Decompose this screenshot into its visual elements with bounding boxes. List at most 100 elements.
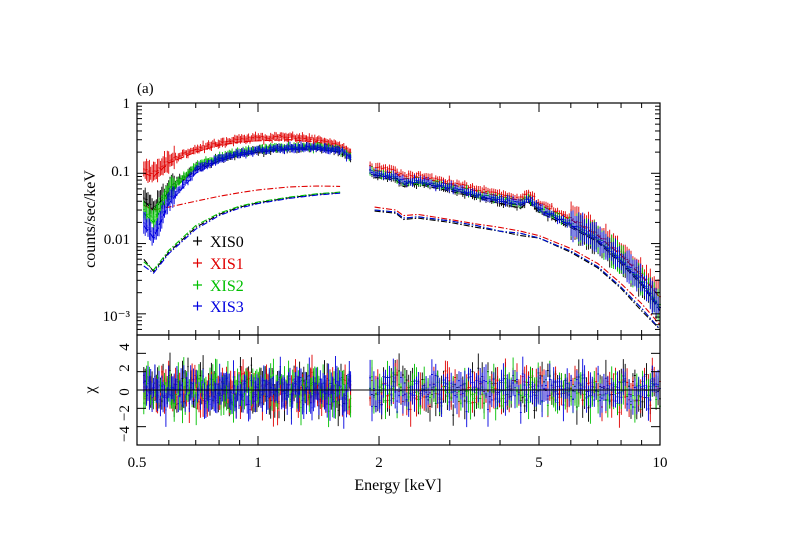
residual-point-xis3 [371,391,373,422]
residual-point-xis3 [527,375,530,389]
data-point-xis3 [405,178,408,187]
residual-point-xis3 [276,381,279,404]
data-point-xis3 [533,201,536,208]
data-point-xis3 [234,151,236,157]
data-point-xis3 [434,182,437,192]
data-point-xis1 [148,159,151,182]
residual-point-xis3 [610,378,613,392]
data-point-xis3 [155,220,157,240]
data-point-xis3 [488,194,491,203]
data-point-xis3 [612,241,615,265]
data-point-xis0 [145,192,148,207]
residual-point-xis3 [550,379,553,392]
data-point-xis3 [616,247,619,267]
residual-point-xis3 [259,389,261,406]
data-point-xis3 [163,205,166,218]
lower-tick-marks [136,335,661,445]
residual-point-xis3 [458,371,460,391]
data-point-xis3 [217,154,219,164]
residual-point-xis3 [492,372,495,387]
residual-point-xis1 [348,398,350,416]
residual-point-xis0 [546,363,549,378]
data-point-xis1 [228,138,230,145]
residual-point-xis3 [463,370,466,398]
data-point-xis3 [257,145,259,153]
data-point-xis3 [341,146,344,153]
residual-point-xis3 [587,385,590,398]
data-point-xis2 [187,168,189,175]
data-point-xis3 [624,253,627,274]
data-point-xis1 [303,134,305,143]
data-point-xis2 [152,208,155,230]
residual-point-xis3 [307,374,309,390]
residual-point-xis3 [603,373,605,401]
residual-point-xis3 [384,369,387,386]
data-point-xis3 [329,145,331,155]
data-point-xis3 [327,147,330,155]
data-point-xis3 [326,145,328,154]
residual-point-xis3 [512,370,514,396]
data-point-xis3 [293,144,295,154]
residual-point-xis3 [296,366,298,403]
lower-y-axis-title: χ [82,386,99,395]
residual-point-xis3 [647,397,650,421]
residual-point-xis3 [348,361,350,388]
residual-point-xis3 [620,391,623,404]
residual-point-xis3 [614,394,617,408]
data-point-xis3 [583,218,586,242]
residual-point-xis3 [639,386,642,408]
data-point-xis3 [185,177,188,184]
data-point-xis3 [296,146,298,152]
residual-point-xis2 [349,395,352,418]
data-point-xis1 [231,137,233,145]
data-point-xis3 [184,179,186,186]
data-point-xis3 [285,145,287,151]
chi-tick-label-0: 0 [117,388,133,396]
data-point-xis3 [316,144,319,151]
data-point-xis1 [159,160,162,176]
data-point-xis3 [144,212,146,236]
residual-point-xis3 [477,375,480,403]
residual-point-xis3 [179,380,181,397]
residual-point-xis3 [556,379,559,410]
residual-point-xis3 [145,385,148,406]
residual-point-xis3 [577,373,580,393]
residual-point-xis3 [151,382,153,412]
data-point-xis3 [521,199,524,206]
data-point-xis3 [550,210,553,217]
residual-point-xis3 [323,374,326,410]
data-point-xis1 [283,133,286,142]
residual-point-xis3 [427,388,429,405]
data-point-xis3 [423,176,426,184]
data-point-xis1 [195,146,197,153]
residual-point-xis3 [236,385,239,402]
residual-point-xis3 [446,373,449,395]
data-point-xis3 [180,185,182,191]
data-point-xis1 [158,158,160,177]
data-point-xis3 [287,145,290,152]
legend-label-xis0: XIS0 [210,234,244,251]
data-point-xis3 [270,144,272,151]
residual-point-xis3 [260,375,262,408]
data-point-xis1 [307,136,309,143]
legend-entry-xis1: XIS1 [193,256,244,273]
data-point-xis3 [323,143,326,153]
data-point-xis3 [192,170,195,177]
upper-y-axis-title: counts/sec/keV [82,170,99,268]
residual-point-xis3 [637,376,640,395]
residual-point-xis3 [213,381,215,412]
residual-point-xis3 [303,390,305,419]
residual-point-xis3 [535,389,538,407]
residual-point-xis3 [373,371,375,406]
data-point-xis3 [236,150,239,159]
data-point-xis3 [207,160,210,168]
residual-point-xis2 [209,367,211,389]
residual-point-xis3 [545,370,547,401]
data-point-xis1 [163,151,166,173]
data-point-xis1 [285,132,287,142]
data-point-xis3 [546,208,549,218]
data-point-xis3 [392,170,395,180]
data-point-xis3 [268,147,270,154]
residual-point-xis3 [209,397,211,411]
residual-point-xis3 [374,400,377,413]
